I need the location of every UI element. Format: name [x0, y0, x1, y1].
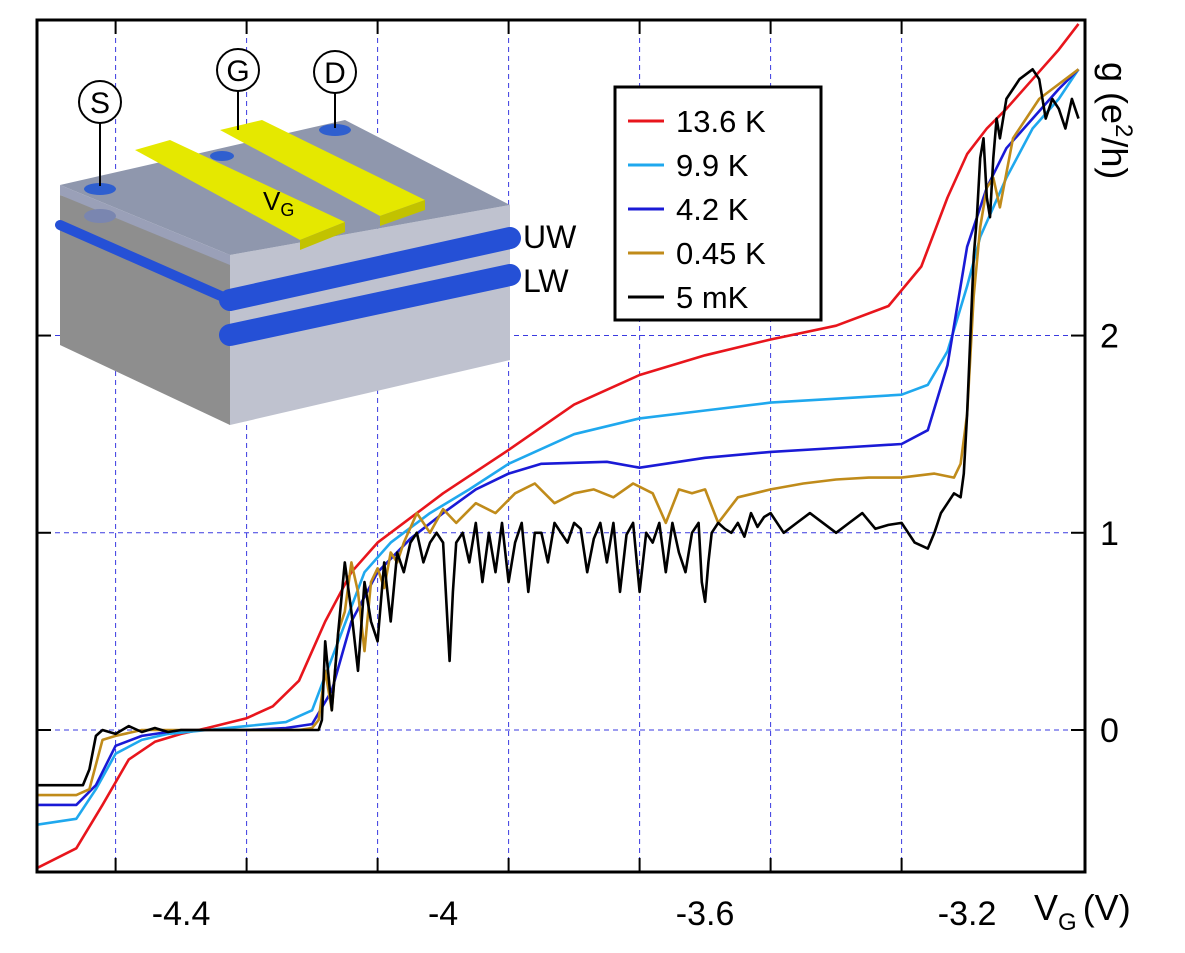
source-label: S: [90, 87, 110, 120]
grid: [37, 20, 1085, 872]
x-tick-labels: -4.4 -4 -3.6 -3.2: [152, 895, 997, 933]
legend-label: 4.2 K: [676, 192, 749, 227]
ticks: [37, 20, 1085, 872]
source-via-icon: [84, 209, 116, 223]
series-group: [37, 23, 1080, 870]
gate-bar-right-edge: [380, 200, 425, 226]
series-line: [37, 68, 1080, 787]
x-tick-label: -3.6: [676, 895, 735, 933]
lower-wire-label: LW: [523, 263, 569, 299]
upper-wire-label: UW: [523, 219, 577, 255]
gate-label: G: [226, 55, 249, 88]
device-inset: S G D VG UW LW: [55, 48, 577, 425]
x-axis-label: VG (V): [1034, 887, 1131, 936]
middle-contact-icon: [210, 151, 234, 161]
gate-bar-right: [220, 120, 425, 216]
upper-wire-front: [55, 220, 235, 305]
drain-contact-icon: [319, 124, 351, 136]
y-tick-label: 2: [1100, 318, 1119, 356]
drain-terminal-icon: [313, 50, 357, 94]
legend: 13.6 K 9.9 K 4.2 K 0.45 K 5 mK: [613, 85, 823, 322]
series-line: [37, 68, 1080, 826]
gate-bar-left-edge: [300, 222, 345, 250]
x-tick-label: -4: [428, 895, 458, 933]
gate-voltage-label: VG: [263, 186, 294, 220]
gate-bar-left: [135, 140, 345, 240]
x-tick-label: -4.4: [152, 895, 211, 933]
legend-label: 5 mK: [676, 280, 749, 315]
upper-wire: [219, 227, 521, 311]
y-tick-label: 0: [1100, 712, 1119, 750]
lower-wire: [219, 264, 521, 346]
legend-label: 0.45 K: [676, 236, 766, 271]
substrate-left-face: [60, 195, 230, 425]
substrate-top-face: [60, 120, 510, 255]
source-terminal-icon: [78, 80, 122, 124]
source-contact-icon: [84, 183, 116, 195]
y-axis-label: g (e2/h): [1094, 62, 1137, 179]
legend-box: [613, 85, 823, 322]
legend-label: 13.6 K: [676, 104, 766, 139]
substrate-edge: [60, 185, 230, 265]
x-tick-label: -3.2: [938, 895, 997, 933]
y-tick-labels: 0 1 2: [1100, 318, 1119, 750]
y-tick-label: 1: [1100, 515, 1119, 553]
series-line: [37, 23, 1080, 870]
drain-label: D: [324, 57, 346, 90]
legend-label: 9.9 K: [676, 148, 749, 183]
plot-frame: [35, 18, 1087, 874]
gate-terminal-icon: [216, 48, 260, 92]
